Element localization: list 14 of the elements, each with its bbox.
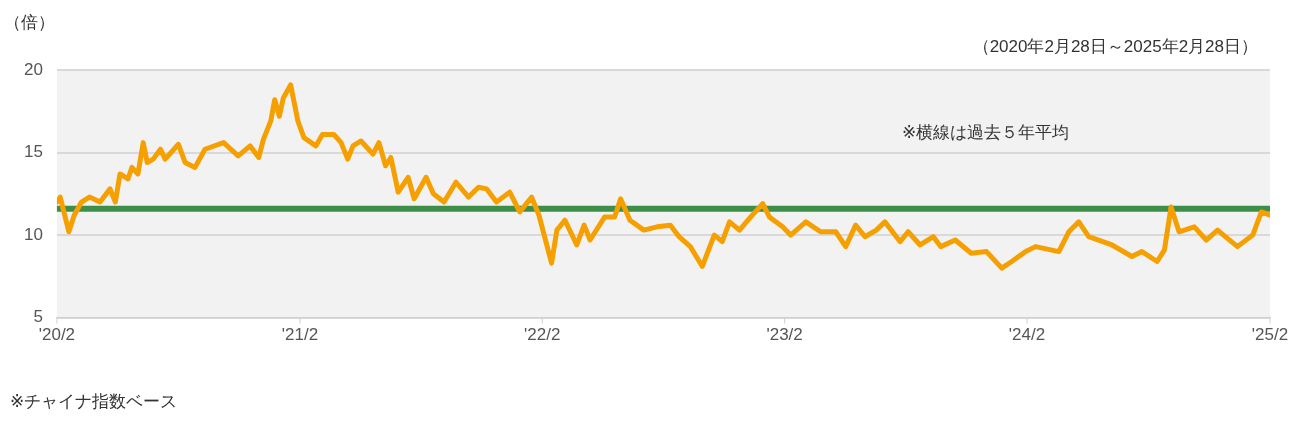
x-tick-label: '24/2 <box>1008 325 1046 345</box>
x-tick-label: '21/2 <box>281 325 319 345</box>
y-tick-label: 15 <box>23 142 43 162</box>
x-tick-label: '22/2 <box>524 325 561 345</box>
y-tick-label: 20 <box>23 59 43 79</box>
y-tick-label: 10 <box>23 224 43 244</box>
x-tick-label: '23/2 <box>766 325 803 345</box>
text: ※チャイナ指数ベース <box>10 392 178 411</box>
y-axis-title: （倍） <box>4 13 55 32</box>
x-tick-label: '20/2 <box>38 325 76 345</box>
chart-subtitle: （2020年2月28日～2025年2月28日） <box>972 37 1258 56</box>
y-tick-label: 5 <box>33 307 43 327</box>
x-tick-label: '25/2 <box>1251 325 1289 345</box>
annotation: ※横線は過去５年平均 <box>902 123 1070 142</box>
